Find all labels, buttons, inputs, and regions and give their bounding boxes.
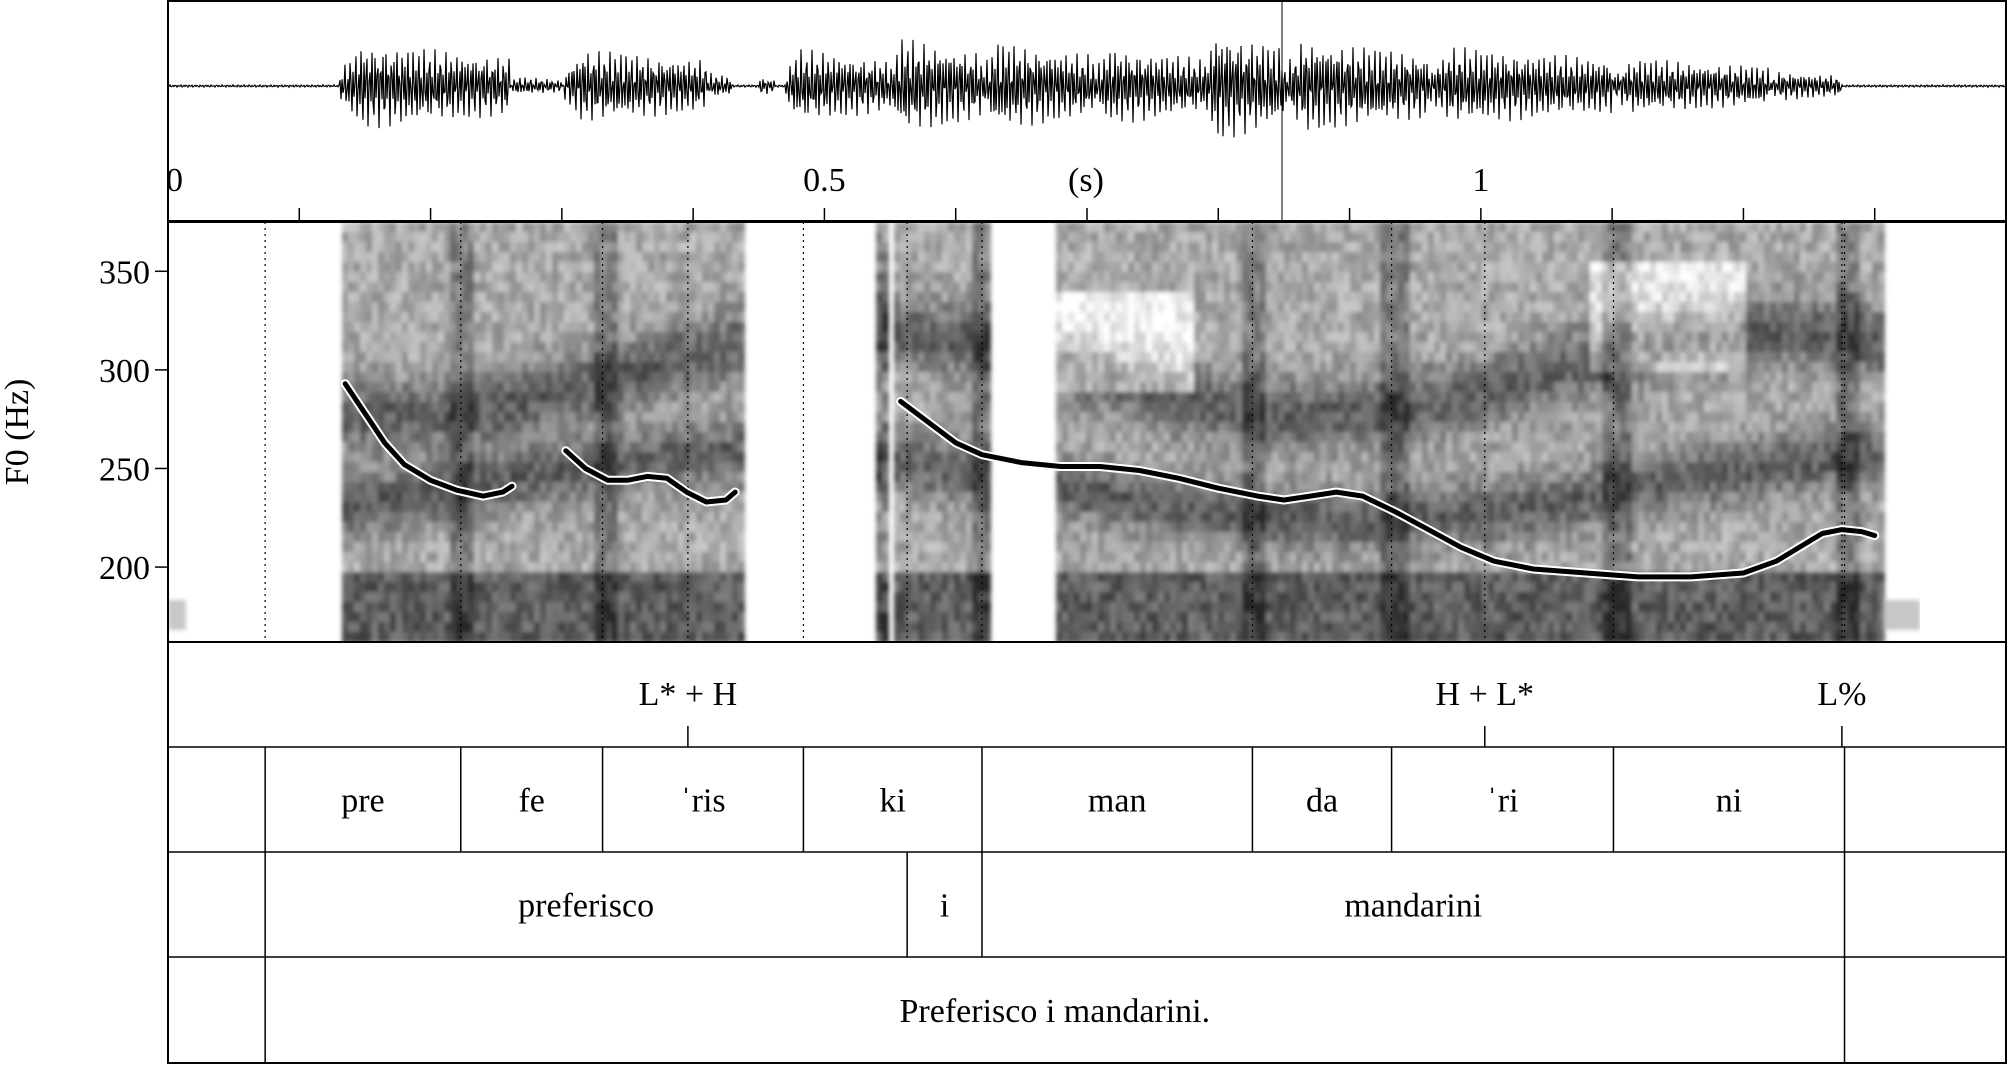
f0-tick-label: 350 <box>99 254 150 291</box>
pitch-segment <box>563 448 738 505</box>
f0-tick-label: 200 <box>99 550 150 587</box>
spectrogram-panel: 200 250 300 350 F0 (Hz) <box>0 221 2007 643</box>
tone-label: L% <box>1817 676 1866 713</box>
syllable-label: da <box>1306 783 1338 820</box>
syllable-label: ˈris <box>680 783 725 820</box>
time-unit-label: (s) <box>1068 162 1104 199</box>
word-label: mandarini <box>1344 888 1482 925</box>
waveform-trace <box>168 39 2006 138</box>
syllable-label: ˈri <box>1486 783 1518 820</box>
tier-tones: L* + H H + L* L% <box>639 676 1866 747</box>
syllable-label: ki <box>879 783 905 820</box>
syllable-label: fe <box>518 783 544 820</box>
pitch-segment <box>898 398 1878 580</box>
tier-words: preferisco i mandarini <box>264 852 1846 957</box>
f0-tick-label: 300 <box>99 353 150 390</box>
time-tick-label: 0 <box>166 162 183 199</box>
f0-axis-label: F0 (Hz) <box>0 379 36 486</box>
word-label: preferisco <box>518 888 654 925</box>
f0-tick-label: 250 <box>99 451 150 488</box>
sentence-label: Preferisco i mandarini. <box>900 993 1211 1030</box>
time-tick-label: 1 <box>1472 162 1489 199</box>
syllable-label: ni <box>1716 783 1742 820</box>
pitch-segment <box>342 381 515 499</box>
syllable-label: man <box>1088 783 1147 820</box>
time-tick-label: 0.5 <box>803 162 846 199</box>
tone-label: L* + H <box>639 676 738 713</box>
word-label: i <box>940 888 949 925</box>
waveform-panel: 0 0.5 1 (s) <box>166 0 2007 222</box>
tone-label: H + L* <box>1436 676 1535 713</box>
syllable-label: pre <box>341 783 384 820</box>
tier-syllables: pre fe ˈris ki man da ˈri ni <box>264 747 1846 852</box>
pitch-contour <box>340 379 1880 582</box>
annotation-tiers: L* + H H + L* L% pre fe ˈris ki man da ˈri ni pre… <box>167 641 2007 1064</box>
tier-sentence: Preferisco i mandarini. <box>264 957 1846 1063</box>
time-axis: 0 0.5 1 <box>166 162 1876 221</box>
f0-axis: 200 250 300 350 <box>99 254 168 587</box>
boundary-guides <box>264 222 1846 642</box>
